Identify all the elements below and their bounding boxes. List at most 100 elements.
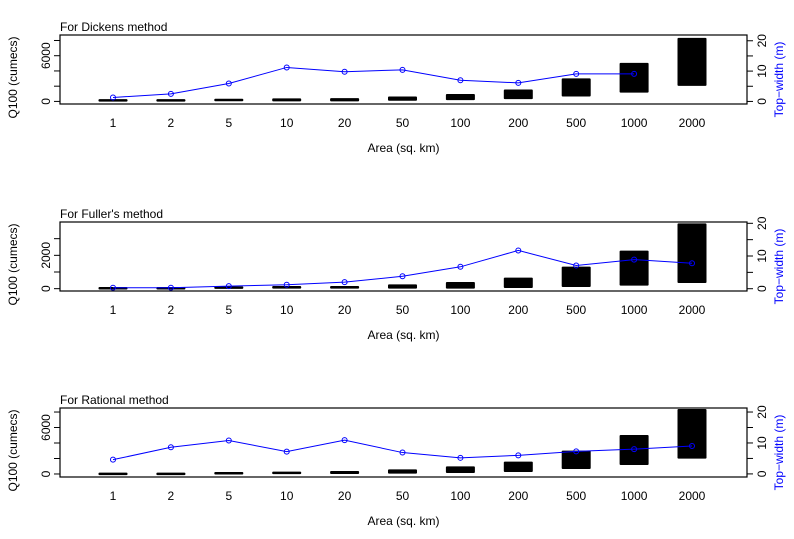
top-width-point-100 <box>457 77 464 84</box>
bar-2 <box>156 99 186 102</box>
x-tick-label: 500 <box>566 116 586 130</box>
x-tick-label: 50 <box>396 303 410 317</box>
x-axis-label: Area (sq. km) <box>367 328 439 342</box>
x-tick-label: 2000 <box>679 116 706 130</box>
x-tick-label: 1000 <box>621 303 648 317</box>
bar-50 <box>388 284 417 289</box>
top-width-point-5 <box>225 80 232 87</box>
bar-5 <box>214 471 244 475</box>
right-tick-label: 10 <box>755 64 769 78</box>
left-tick-label: 0 <box>39 98 53 105</box>
bar-100 <box>445 466 475 473</box>
top-width-point-2000 <box>689 260 695 267</box>
panel-2: For Rational method 0 6000 Q100 (cumecs) 0 10… <box>6 393 786 528</box>
top-width-point-500 <box>573 70 580 77</box>
top-width-line <box>112 66 635 98</box>
top-width-point-200 <box>515 79 522 86</box>
top-width-point-20 <box>341 68 348 75</box>
top-width-point-2000 <box>689 443 695 450</box>
x-tick-label: 100 <box>450 303 470 317</box>
right-tick-label: 10 <box>755 436 769 450</box>
bar-20 <box>330 286 360 289</box>
top-width-point-2 <box>167 90 174 97</box>
right-tick-label: 10 <box>755 249 769 263</box>
bar-500 <box>561 450 591 469</box>
top-width-point-1000 <box>631 256 638 263</box>
y-axis-label-right: Top−width (m) <box>772 415 786 491</box>
x-tick-label: 200 <box>508 116 528 130</box>
x-tick-label: 10 <box>280 489 294 503</box>
top-width-point-10 <box>283 64 290 71</box>
bar-2 <box>156 472 186 476</box>
y-axis-label: Q100 (cumecs) <box>6 223 20 305</box>
top-width-point-1 <box>110 284 116 291</box>
y-axis-label: Q100 (cumecs) <box>6 36 20 118</box>
x-tick-label: 5 <box>225 489 232 503</box>
bar-20 <box>330 470 360 474</box>
x-tick-label: 1 <box>110 303 117 317</box>
x-tick-label: 100 <box>450 489 470 503</box>
top-width-point-20 <box>341 437 348 444</box>
top-width-point-200 <box>515 247 522 254</box>
bar-50 <box>388 469 417 474</box>
top-width-point-50 <box>399 273 406 280</box>
top-width-point-1000 <box>631 446 638 453</box>
bar-10 <box>272 98 302 102</box>
x-tick-label: 200 <box>508 489 528 503</box>
bar-20 <box>330 98 360 102</box>
right-tick-label: 0 <box>755 285 769 292</box>
panel-title: For Dickens method <box>60 20 167 34</box>
bar-1000 <box>619 250 649 286</box>
bar-200 <box>503 89 533 100</box>
x-tick-label: 2 <box>168 116 175 130</box>
y-axis-label-right: Top−width (m) <box>772 42 786 118</box>
top-width-point-500 <box>573 262 580 269</box>
top-width-point-100 <box>457 454 464 461</box>
bar-5 <box>214 286 244 289</box>
top-width-point-1000 <box>631 70 638 77</box>
x-tick-label: 2000 <box>679 303 706 317</box>
x-tick-label: 20 <box>338 489 352 503</box>
x-tick-label: 1 <box>110 489 117 503</box>
bar-1000 <box>619 62 649 93</box>
bar-2000 <box>677 409 707 459</box>
y-axis-label: Q100 (cumecs) <box>6 409 20 491</box>
panel-1: For Fuller's method 0 2000 Q100 (cumecs) 0 10… <box>6 207 786 342</box>
x-axis-label: Area (sq. km) <box>367 141 439 155</box>
x-tick-label: 20 <box>338 116 352 130</box>
bar-200 <box>503 461 533 472</box>
top-width-point-10 <box>283 281 290 288</box>
x-tick-label: 10 <box>280 116 294 130</box>
top-width-point-200 <box>515 452 522 459</box>
x-tick-label: 2 <box>168 303 175 317</box>
left-tick-label: 2000 <box>39 242 53 269</box>
y-axis-label-right: Top−width (m) <box>772 229 786 305</box>
top-width-point-100 <box>457 263 464 270</box>
right-tick-label: 20 <box>755 405 769 419</box>
x-tick-label: 100 <box>450 116 470 130</box>
x-tick-label: 1000 <box>621 489 648 503</box>
bar-2000 <box>677 223 707 283</box>
top-width-point-50 <box>399 449 406 456</box>
bar-500 <box>561 266 591 287</box>
x-tick-label: 2000 <box>679 489 706 503</box>
top-width-point-5 <box>225 283 232 290</box>
top-width-point-10 <box>283 448 290 455</box>
bar-100 <box>445 93 475 101</box>
top-width-point-2 <box>167 284 174 291</box>
bar-500 <box>561 78 591 97</box>
top-width-point-500 <box>573 448 580 455</box>
x-tick-label: 20 <box>338 303 352 317</box>
x-tick-label: 1 <box>110 116 117 130</box>
bar-50 <box>388 96 417 101</box>
panel-title: For Rational method <box>60 393 169 407</box>
top-width-point-1 <box>110 456 116 463</box>
x-tick-label: 1000 <box>621 116 648 130</box>
top-width-point-50 <box>399 66 406 73</box>
x-tick-label: 200 <box>508 303 528 317</box>
x-tick-label: 500 <box>566 303 586 317</box>
x-tick-label: 5 <box>225 116 232 130</box>
x-tick-label: 50 <box>396 116 410 130</box>
bar-10 <box>272 471 302 475</box>
